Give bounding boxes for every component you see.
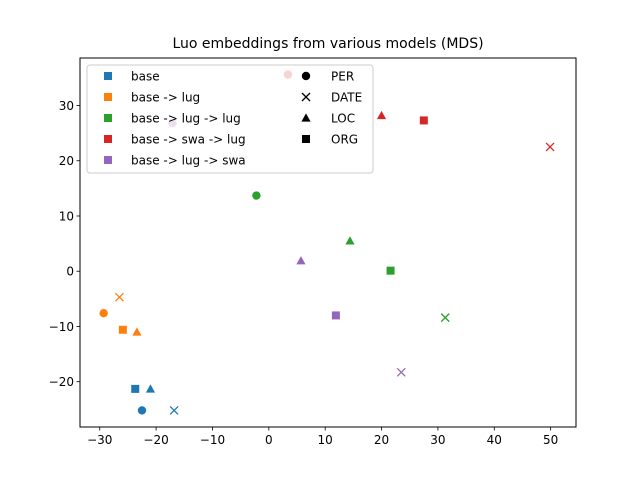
data-point-date xyxy=(440,313,450,323)
data-point-org xyxy=(131,384,140,393)
x-tick-label: 30 xyxy=(430,433,445,447)
data-point-org xyxy=(419,116,428,125)
x-tick-label: −30 xyxy=(87,433,112,447)
x-tick-label: 50 xyxy=(543,433,558,447)
legend-label: ORG xyxy=(331,133,358,147)
x-tick-label: −20 xyxy=(143,433,168,447)
data-point-per xyxy=(252,191,261,200)
y-tick-label: 10 xyxy=(59,209,74,223)
legend-label: base xyxy=(131,70,160,84)
y-tick-label: −20 xyxy=(49,375,74,389)
data-points xyxy=(99,70,555,415)
y-tick-label: −10 xyxy=(49,320,74,334)
data-point-org xyxy=(118,325,127,334)
legend-label: DATE xyxy=(331,91,362,105)
legend-label: base -> lug -> swa xyxy=(131,154,246,168)
legend-swatch xyxy=(104,72,112,80)
legend-swatch xyxy=(104,156,112,164)
legend-per-marker xyxy=(301,71,311,81)
data-point-org xyxy=(331,311,340,320)
legend-label: LOC xyxy=(331,112,355,126)
x-tick-label: −10 xyxy=(200,433,225,447)
data-point-loc xyxy=(145,384,156,393)
x-tick-label: 0 xyxy=(265,433,273,447)
x-tick-label: 10 xyxy=(318,433,333,447)
x-tick-label: 40 xyxy=(487,433,502,447)
data-point-loc xyxy=(132,327,142,336)
legend: base base -> lug base -> lug -> lug base ->… xyxy=(86,64,374,174)
y-tick-label: 30 xyxy=(59,99,74,113)
data-point-loc xyxy=(376,110,387,120)
legend-label: base -> lug -> lug xyxy=(131,112,241,126)
legend-swatch xyxy=(104,135,112,143)
y-tick-label: 0 xyxy=(66,265,74,279)
x-tick-label: 20 xyxy=(374,433,389,447)
legend-swatch xyxy=(104,93,112,101)
y-axis: −20 −10 0 10 20 30 xyxy=(49,99,80,389)
legend-loc-marker xyxy=(301,113,311,122)
legend-date-marker xyxy=(301,92,311,102)
data-point-loc xyxy=(296,256,306,265)
legend-label: PER xyxy=(331,70,354,84)
data-point-org xyxy=(386,266,395,275)
y-tick-label: 20 xyxy=(59,154,74,168)
data-point-loc xyxy=(345,236,355,245)
data-point-date xyxy=(169,405,179,415)
chart-title: Luo embeddings from various models (MDS) xyxy=(172,36,483,52)
data-point-per xyxy=(99,309,108,318)
plot-area xyxy=(79,57,577,428)
legend-label: base -> lug xyxy=(131,91,200,105)
legend-box xyxy=(86,64,374,174)
data-point-per xyxy=(137,406,147,415)
legend-org-marker xyxy=(302,135,310,143)
legend-label: base -> swa -> lug xyxy=(131,133,246,147)
legend-swatch xyxy=(104,114,112,122)
data-point-date xyxy=(545,142,555,152)
data-point-date xyxy=(114,292,124,302)
x-axis: −30 −20 −10 0 10 20 30 40 50 xyxy=(87,427,558,447)
data-point-date xyxy=(396,367,406,377)
